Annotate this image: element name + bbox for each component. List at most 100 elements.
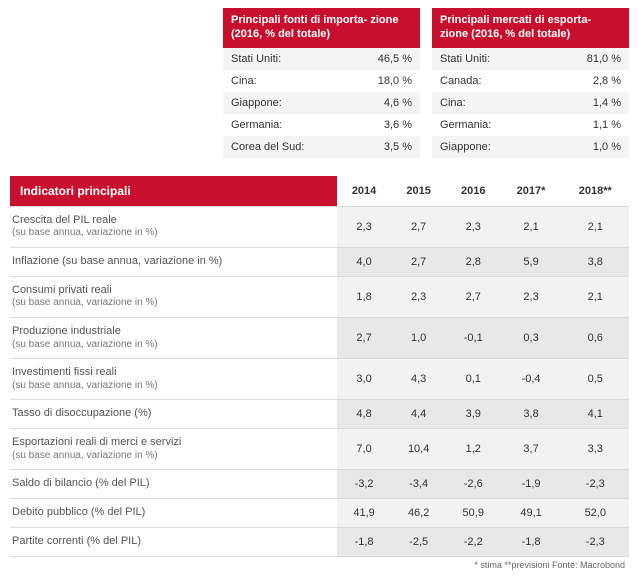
indicator-value: 4,4 bbox=[391, 400, 446, 429]
indicator-label: Partite correnti (% del PIL) bbox=[10, 527, 337, 556]
indicator-value: -0,4 bbox=[501, 359, 562, 400]
indicator-value: 2,8 bbox=[446, 247, 501, 276]
indicator-value: 2,1 bbox=[501, 206, 562, 247]
indicator-row: Partite correnti (% del PIL)-1,8-2,5-2,2… bbox=[10, 527, 629, 556]
row-value: 1,4 % bbox=[545, 92, 629, 114]
indicator-value: 4,0 bbox=[337, 247, 392, 276]
indicator-row: Esportazioni reali di merci e servizi(su… bbox=[10, 429, 629, 470]
indicator-value: 2,1 bbox=[562, 276, 629, 317]
indicator-value: 3,8 bbox=[501, 400, 562, 429]
year-header: 2017* bbox=[501, 176, 562, 207]
indicator-sublabel: (su base annua, variazione in %) bbox=[12, 450, 331, 463]
indicator-value: 0,6 bbox=[562, 317, 629, 358]
table-row: Germania:3,6 % bbox=[223, 114, 420, 136]
indicator-label: Inflazione (su base annua, variazione in… bbox=[10, 247, 337, 276]
indicator-label: Crescita del PIL reale(su base annua, va… bbox=[10, 206, 337, 247]
table-row: Giappone:4,6 % bbox=[223, 92, 420, 114]
indicator-label: Debito pubblico (% del PIL) bbox=[10, 499, 337, 528]
indicator-value: -2,5 bbox=[391, 527, 446, 556]
row-value: 1,0 % bbox=[545, 136, 629, 158]
indicator-label: Esportazioni reali di merci e servizi(su… bbox=[10, 429, 337, 470]
exports-table: Principali mercati di esporta- zione (20… bbox=[432, 8, 629, 158]
row-value: 1,1 % bbox=[545, 114, 629, 136]
year-header: 2016 bbox=[446, 176, 501, 207]
row-value: 2,8 % bbox=[545, 70, 629, 92]
indicators-body: Crescita del PIL reale(su base annua, va… bbox=[10, 206, 629, 556]
indicator-label: Saldo di bilancio (% del PIL) bbox=[10, 470, 337, 499]
indicator-row: Saldo di bilancio (% del PIL)-3,2-3,4-2,… bbox=[10, 470, 629, 499]
indicator-sublabel: (su base annua, variazione in %) bbox=[12, 339, 331, 352]
row-label: Germania: bbox=[223, 114, 345, 136]
row-label: Cina: bbox=[432, 92, 545, 114]
indicator-row: Consumi privati reali(su base annua, var… bbox=[10, 276, 629, 317]
indicator-value: 46,2 bbox=[391, 499, 446, 528]
table-row: Cina:18,0 % bbox=[223, 70, 420, 92]
indicator-row: Inflazione (su base annua, variazione in… bbox=[10, 247, 629, 276]
indicator-value: 0,5 bbox=[562, 359, 629, 400]
year-header: 2018** bbox=[562, 176, 629, 207]
indicators-table: Indicatori principali 2014201520162017*2… bbox=[10, 176, 629, 557]
table-row: Stati Uniti:46,5 % bbox=[223, 48, 420, 70]
indicator-value: -3,4 bbox=[391, 470, 446, 499]
indicator-value: 2,3 bbox=[446, 206, 501, 247]
table-row: Canada:2,8 % bbox=[432, 70, 629, 92]
row-value: 4,6 % bbox=[345, 92, 420, 114]
row-label: Giappone: bbox=[223, 92, 345, 114]
row-value: 18,0 % bbox=[345, 70, 420, 92]
indicator-value: 10,4 bbox=[391, 429, 446, 470]
indicator-value: 3,9 bbox=[446, 400, 501, 429]
table-row: Cina:1,4 % bbox=[432, 92, 629, 114]
indicator-label: Produzione industriale(su base annua, va… bbox=[10, 317, 337, 358]
indicator-row: Produzione industriale(su base annua, va… bbox=[10, 317, 629, 358]
imports-table: Principali fonti di importa- zione (2016… bbox=[223, 8, 420, 158]
row-value: 3,5 % bbox=[345, 136, 420, 158]
indicator-value: 41,9 bbox=[337, 499, 392, 528]
row-label: Corea del Sud: bbox=[223, 136, 345, 158]
row-value: 3,6 % bbox=[345, 114, 420, 136]
indicator-label: Consumi privati reali(su base annua, var… bbox=[10, 276, 337, 317]
indicator-value: 3,3 bbox=[562, 429, 629, 470]
indicator-value: 4,3 bbox=[391, 359, 446, 400]
indicator-value: 49,1 bbox=[501, 499, 562, 528]
indicator-row: Debito pubblico (% del PIL)41,946,250,94… bbox=[10, 499, 629, 528]
indicator-value: 52,0 bbox=[562, 499, 629, 528]
row-label: Canada: bbox=[432, 70, 545, 92]
indicator-value: -2,6 bbox=[446, 470, 501, 499]
indicator-value: 1,0 bbox=[391, 317, 446, 358]
year-header: 2014 bbox=[337, 176, 392, 207]
indicator-value: 2,7 bbox=[391, 206, 446, 247]
indicator-row: Crescita del PIL reale(su base annua, va… bbox=[10, 206, 629, 247]
indicator-value: 1,8 bbox=[337, 276, 392, 317]
indicator-sublabel: (su base annua, variazione in %) bbox=[12, 380, 331, 393]
row-value: 46,5 % bbox=[345, 48, 420, 70]
indicator-value: -1,8 bbox=[337, 527, 392, 556]
table-row: Giappone:1,0 % bbox=[432, 136, 629, 158]
indicator-label: Investimenti fissi reali(su base annua, … bbox=[10, 359, 337, 400]
indicator-value: 2,7 bbox=[391, 247, 446, 276]
indicator-value: 0,1 bbox=[446, 359, 501, 400]
indicator-value: 3,7 bbox=[501, 429, 562, 470]
indicator-value: -1,8 bbox=[501, 527, 562, 556]
row-label: Germania: bbox=[432, 114, 545, 136]
indicators-title: Indicatori principali bbox=[10, 176, 337, 207]
indicator-value: 0,3 bbox=[501, 317, 562, 358]
row-label: Stati Uniti: bbox=[223, 48, 345, 70]
indicator-value: -2,3 bbox=[562, 470, 629, 499]
indicator-row: Tasso di disoccupazione (%)4,84,43,93,84… bbox=[10, 400, 629, 429]
row-label: Stati Uniti: bbox=[432, 48, 545, 70]
indicators-header-row: Indicatori principali 2014201520162017*2… bbox=[10, 176, 629, 207]
indicator-value: -2,3 bbox=[562, 527, 629, 556]
imports-body: Stati Uniti:46,5 %Cina:18,0 %Giappone:4,… bbox=[223, 48, 420, 158]
table-row: Germania:1,1 % bbox=[432, 114, 629, 136]
indicator-value: -3,2 bbox=[337, 470, 392, 499]
indicator-value: 50,9 bbox=[446, 499, 501, 528]
indicator-sublabel: (su base annua, variazione in %) bbox=[12, 297, 331, 310]
indicator-value: 3,0 bbox=[337, 359, 392, 400]
indicator-value: 2,3 bbox=[501, 276, 562, 317]
indicator-value: 5,9 bbox=[501, 247, 562, 276]
row-label: Cina: bbox=[223, 70, 345, 92]
indicator-label: Tasso di disoccupazione (%) bbox=[10, 400, 337, 429]
indicator-value: 2,3 bbox=[337, 206, 392, 247]
year-header: 2015 bbox=[391, 176, 446, 207]
row-label: Giappone: bbox=[432, 136, 545, 158]
